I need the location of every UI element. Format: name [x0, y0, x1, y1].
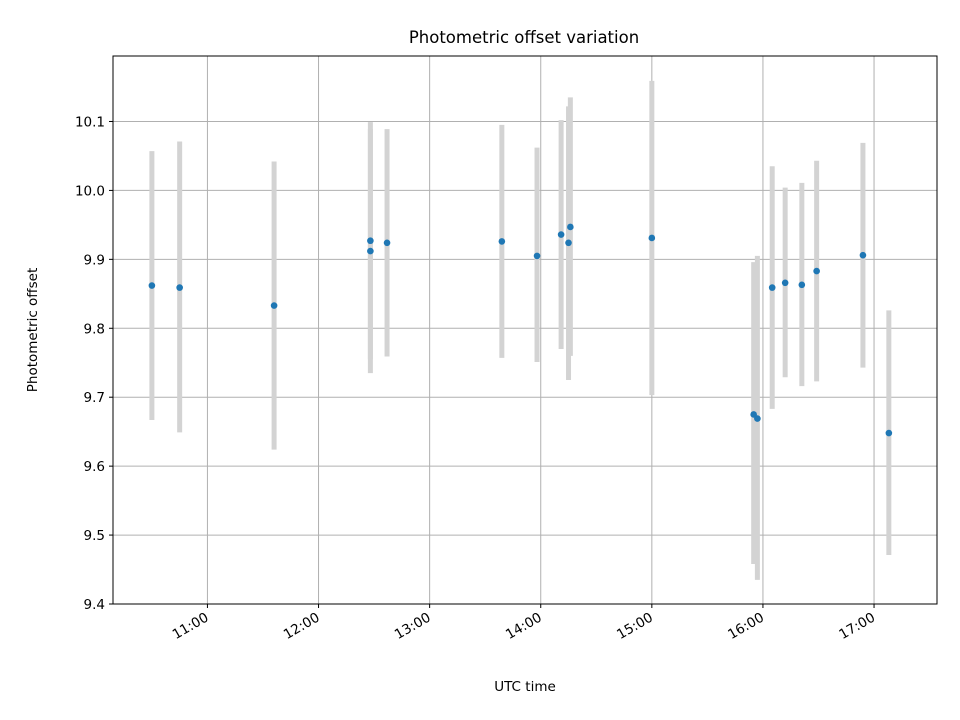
grid-layer — [113, 56, 937, 605]
y-tick-label: 9.9 — [84, 252, 105, 268]
x-tick-label: 17:00 — [836, 610, 878, 643]
y-tick-label: 9.8 — [84, 321, 105, 337]
data-point — [781, 279, 789, 287]
y-tick-label: 9.7 — [84, 390, 105, 406]
x-axis-label: UTC time — [494, 679, 556, 695]
x-tick-label: 14:00 — [503, 610, 545, 643]
data-point — [367, 237, 374, 245]
x-tick-label: 15:00 — [614, 610, 656, 643]
data-point — [648, 234, 656, 242]
x-tick-label: 11:00 — [170, 610, 212, 643]
data-point — [270, 302, 278, 309]
data-point — [859, 251, 867, 259]
data-point — [798, 281, 806, 289]
data-point — [557, 231, 565, 238]
y-tick-label: 9.5 — [84, 528, 105, 544]
y-tick-label: 10.0 — [75, 183, 105, 199]
chart-title: Photometric offset variation — [409, 28, 639, 47]
y-tick-label: 9.4 — [84, 597, 105, 613]
point-layer — [148, 223, 893, 437]
data-point — [754, 415, 761, 422]
data-point — [148, 282, 156, 289]
data-point — [498, 238, 506, 245]
y-axis-label: Photometric offset — [25, 268, 41, 392]
x-tick-label: 13:00 — [392, 610, 434, 643]
data-point — [768, 284, 776, 291]
data-point — [567, 223, 574, 231]
y-tick-label: 9.6 — [84, 459, 105, 475]
data-point — [813, 267, 820, 275]
data-point — [383, 239, 391, 247]
data-point — [367, 247, 374, 255]
y-tick-label: 10.1 — [75, 114, 105, 130]
plot-frame — [112, 55, 938, 605]
x-tick-label: 16:00 — [725, 610, 767, 643]
data-point — [885, 429, 893, 437]
data-point — [533, 252, 541, 260]
data-point — [565, 239, 572, 247]
errorbar-layer — [149, 80, 892, 580]
x-tick-label: 12:00 — [281, 610, 323, 643]
data-point — [176, 284, 183, 291]
